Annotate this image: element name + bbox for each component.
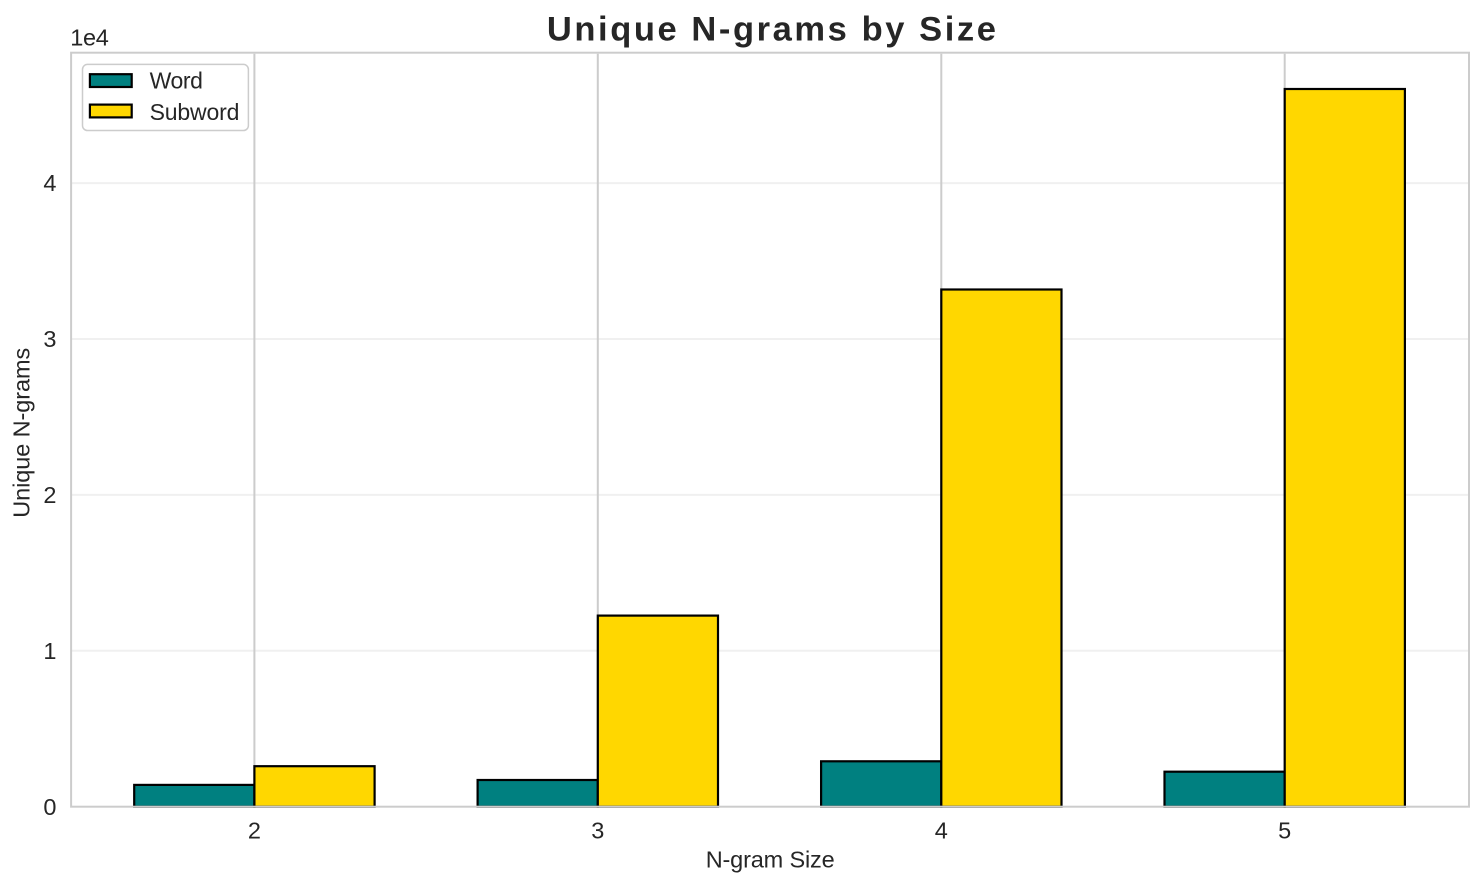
svg-text:0: 0 — [43, 794, 56, 820]
svg-text:3: 3 — [591, 818, 604, 844]
svg-text:2: 2 — [248, 818, 261, 844]
svg-text:4: 4 — [935, 818, 948, 844]
svg-text:Subword: Subword — [150, 99, 240, 125]
svg-text:3: 3 — [43, 326, 56, 352]
svg-text:Unique N-grams: Unique N-grams — [8, 348, 34, 518]
svg-text:Word: Word — [150, 67, 203, 93]
svg-text:4: 4 — [43, 170, 56, 196]
svg-text:5: 5 — [1278, 818, 1291, 844]
svg-text:2: 2 — [43, 482, 56, 508]
svg-text:1e4: 1e4 — [70, 25, 109, 51]
svg-text:1: 1 — [43, 638, 56, 664]
svg-text:N-gram Size: N-gram Size — [706, 846, 835, 872]
